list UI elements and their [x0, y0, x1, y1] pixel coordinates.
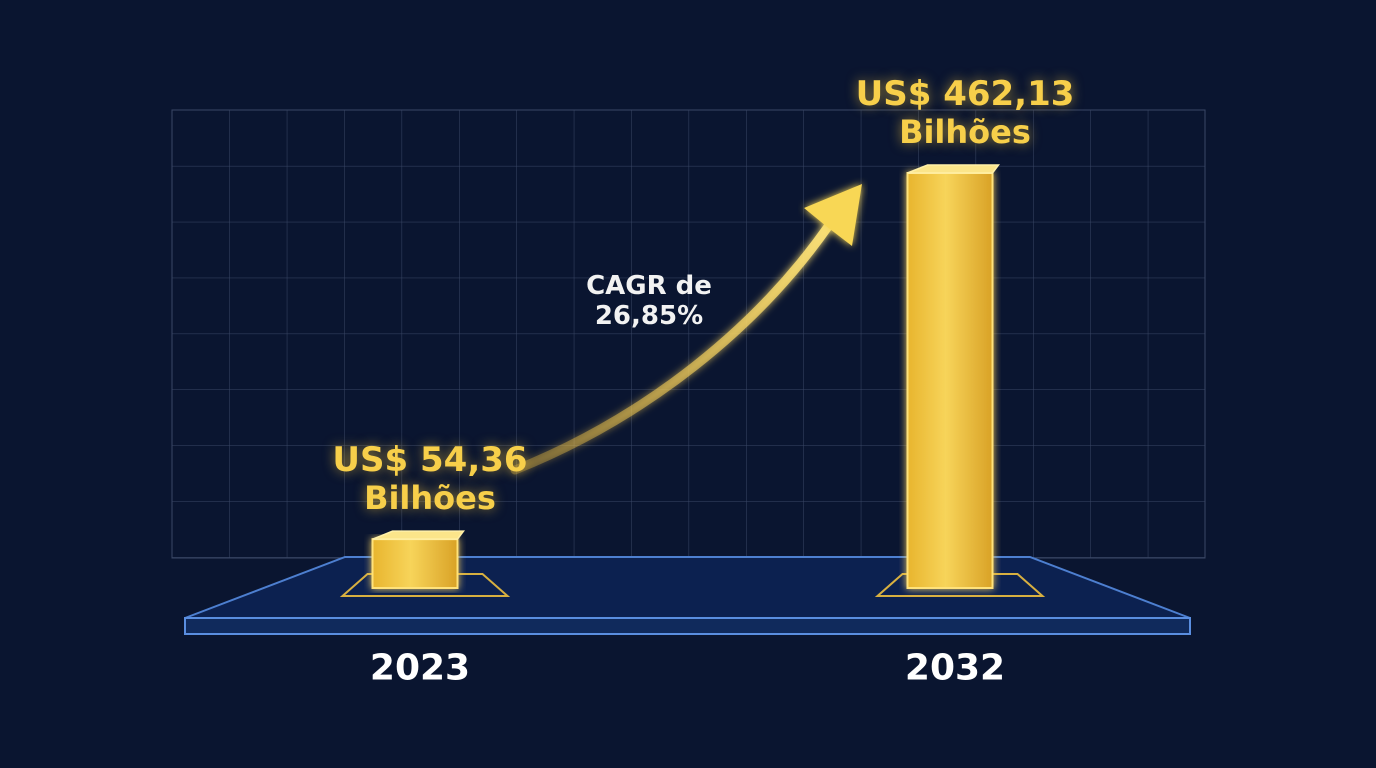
bar [906, 172, 994, 589]
arrow-head [804, 184, 862, 246]
x-tick-label: 2032 [904, 647, 1006, 689]
background-grid [171, 109, 1206, 559]
bar-top [372, 530, 465, 540]
value-label: US$ 54,36 Bilhões [332, 440, 528, 518]
bar-top [907, 164, 1000, 174]
cagr-annotation: CAGR de 26,85% [586, 271, 712, 331]
bar [371, 538, 459, 589]
growth-arrow [510, 207, 843, 475]
platform-edge [184, 617, 1191, 635]
platform-top [184, 556, 1191, 619]
bar-shadow [874, 573, 1046, 597]
value-label: US$ 462,13 Bilhões [855, 74, 1075, 152]
bar-shadow [339, 573, 511, 597]
x-tick-label: 2023 [369, 647, 471, 689]
